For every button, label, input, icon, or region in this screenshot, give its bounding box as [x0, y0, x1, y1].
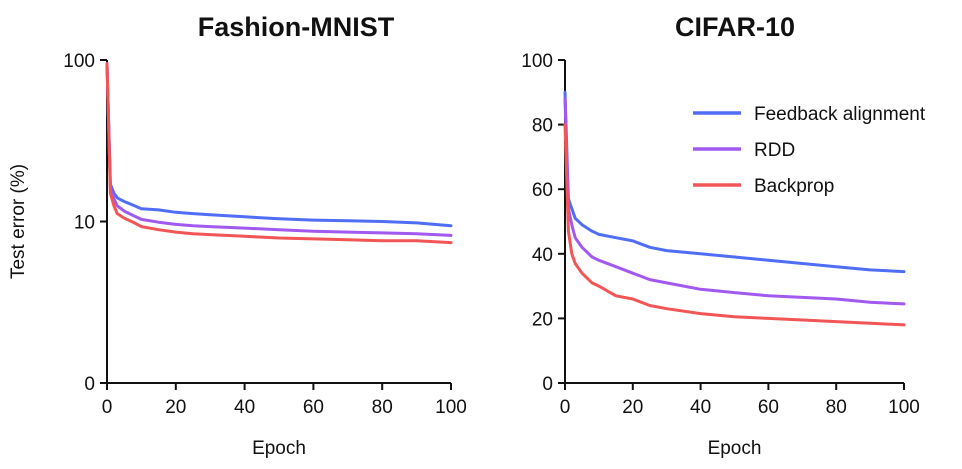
y-tick-label: 10: [74, 213, 95, 234]
legend-label: Feedback alignment: [754, 104, 926, 125]
series-line-backprop: [563, 123, 906, 327]
x-tick-label: 80: [372, 397, 393, 418]
x-tick-label: 60: [303, 397, 324, 418]
x-tick-label: 20: [622, 397, 643, 418]
series-line-rdd: [563, 97, 906, 306]
legend: Feedback alignment RDD Backprop: [693, 104, 926, 197]
series-line-rdd: [105, 62, 453, 237]
legend-label: RDD: [754, 140, 795, 161]
y-tick-label: 60: [532, 180, 553, 201]
y-tick-label: 0: [84, 374, 95, 395]
x-tick-label: 100: [435, 397, 467, 418]
x-tick-label: 40: [234, 397, 255, 418]
series-line-feedback-alignment: [563, 90, 906, 274]
x-tick-label: 0: [560, 397, 571, 418]
x-tick-label: 60: [758, 397, 779, 418]
y-tick-label: 20: [532, 309, 553, 330]
y-tick-label: 100: [63, 51, 95, 72]
y-tick-label: 0: [542, 374, 553, 395]
x-tick-label: 40: [690, 397, 711, 418]
series-line-backprop: [105, 62, 453, 245]
x-tick-label: 20: [165, 397, 186, 418]
x-tick-label: 80: [826, 397, 847, 418]
chart-title: Fashion-MNIST: [198, 12, 395, 42]
x-tick-label: 0: [102, 397, 113, 418]
y-tick-label: 80: [532, 116, 553, 137]
chart-panel-1: Fashion-MNIST 0 20 40 60 80 100 0 10 100 Epoch Test…: [8, 12, 467, 459]
y-axis-label: Test error (%): [8, 164, 29, 279]
x-tick-label: 100: [888, 397, 920, 418]
chart-panel-2: CIFAR-10 0 20 40 60 80 100 0 20 40 60 80 100 Epoch Fee…: [521, 12, 926, 459]
x-axis-label: Epoch: [252, 438, 306, 459]
x-axis-label: Epoch: [708, 438, 762, 459]
series-line-feedback-alignment: [105, 62, 453, 228]
legend-label: Backprop: [754, 176, 834, 197]
chart-title: CIFAR-10: [675, 12, 795, 42]
y-tick-label: 100: [521, 51, 553, 72]
y-tick-label: 40: [532, 245, 553, 266]
